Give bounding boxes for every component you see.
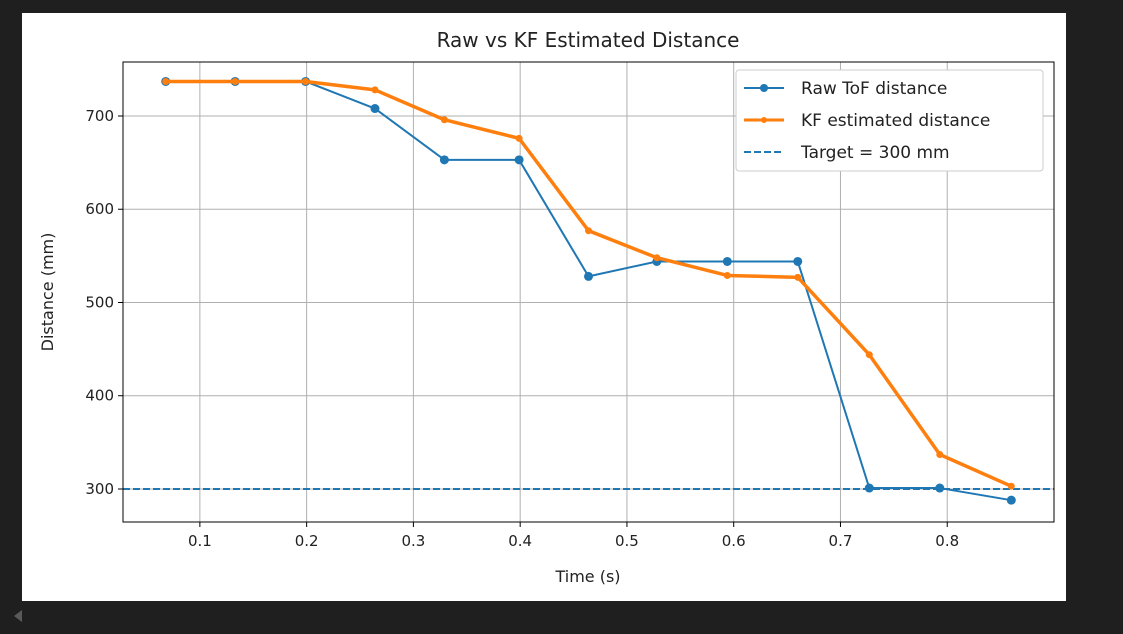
kf-data-point xyxy=(440,116,448,124)
kf-data-point xyxy=(515,134,523,142)
x-tick-label: 0.7 xyxy=(829,532,853,550)
legend-kf-marker xyxy=(761,117,767,123)
x-tick-label: 0.8 xyxy=(935,532,959,550)
x-tick-label: 0.5 xyxy=(615,532,639,550)
kf-data-point xyxy=(653,254,661,262)
raw-data-point xyxy=(584,271,593,281)
raw-data-point xyxy=(864,483,874,493)
y-tick-label: 400 xyxy=(85,387,114,405)
y-tick-label: 700 xyxy=(85,107,114,125)
y-tick-label: 500 xyxy=(85,293,114,311)
legend-raw-label: Raw ToF distance xyxy=(801,79,947,99)
legend-kf-label: KF estimated distance xyxy=(801,111,990,131)
series xyxy=(161,76,1016,505)
kf-data-point xyxy=(865,351,873,359)
kf-data-point xyxy=(231,77,239,85)
raw-data-point xyxy=(514,155,524,165)
raw-data-point xyxy=(722,256,732,266)
legend-box xyxy=(735,69,1044,172)
x-tick-label: 0.1 xyxy=(188,532,212,550)
kf-data-point xyxy=(371,86,379,94)
scroll-left-arrow-icon[interactable] xyxy=(14,610,22,622)
kf-data-point xyxy=(162,77,170,85)
raw-data-point xyxy=(370,104,380,114)
raw-data-point xyxy=(935,483,945,493)
x-axis-label: Time (s) xyxy=(554,567,620,586)
raw-data-point xyxy=(439,155,449,165)
x-tick-label: 0.3 xyxy=(401,532,425,550)
x-tick-label: 0.2 xyxy=(295,532,319,550)
x-tick-label: 0.6 xyxy=(722,532,746,550)
kf-data-point xyxy=(794,273,802,281)
kf-data-point xyxy=(302,77,310,85)
raw-data-point xyxy=(793,256,803,266)
y-axis-label: Distance (mm) xyxy=(38,233,57,352)
kf-data-point xyxy=(723,271,731,279)
legend: Raw ToF distance KF estimated distance T… xyxy=(735,69,1044,172)
y-tick-label: 600 xyxy=(85,200,114,218)
kf-data-point xyxy=(936,450,944,458)
legend-raw-marker xyxy=(760,84,768,92)
plot-frame xyxy=(122,61,1055,523)
raw-data-point xyxy=(1006,495,1016,505)
ticks: 0.1 0.2 0.3 0.4 0.5 0.6 0.7 0.8 300 400 500 600 700 xyxy=(85,107,959,550)
kf-data-point xyxy=(585,227,592,235)
x-tick-label: 0.4 xyxy=(508,532,532,550)
chart-title: Raw vs KF Estimated Distance xyxy=(437,28,740,52)
legend-target-label: Target = 300 mm xyxy=(800,143,950,163)
y-tick-label: 300 xyxy=(85,480,114,498)
kf-data-point xyxy=(1007,482,1015,490)
